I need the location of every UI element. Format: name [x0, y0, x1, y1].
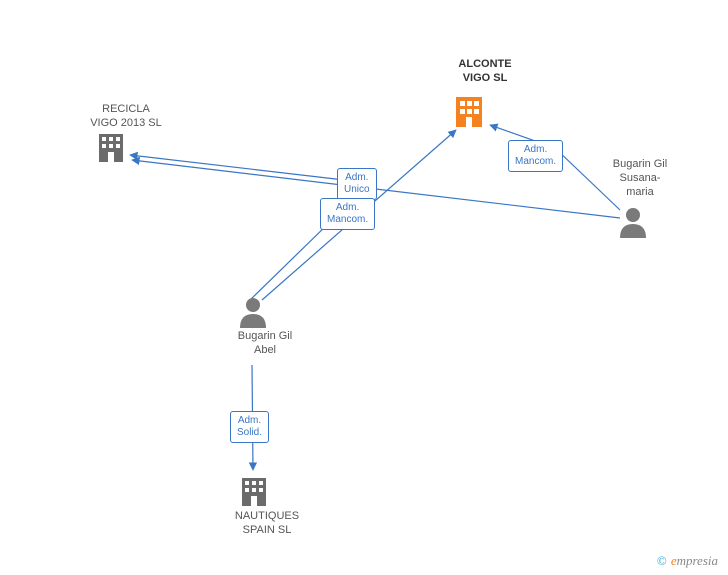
- watermark: ©empresia: [657, 553, 718, 569]
- watermark-rest: mpresia: [677, 553, 718, 568]
- label-abel: Bugarin Gil Abel: [220, 330, 310, 358]
- edge-label-adm-unico: Adm. Unico: [337, 168, 377, 200]
- person-icon-susana: [618, 206, 648, 243]
- company-icon-alconte: [454, 95, 484, 134]
- company-icon-nautiques: [240, 476, 268, 513]
- label-recicla: RECICLA VIGO 2013 SL: [76, 103, 176, 131]
- edge-label-adm-mancom-2: Adm. Mancom.: [508, 140, 563, 172]
- label-nautiques: NAUTIQUES SPAIN SL: [222, 510, 312, 538]
- watermark-copy: ©: [657, 553, 667, 568]
- edges-layer: [0, 0, 728, 575]
- person-icon-abel: [238, 296, 268, 333]
- label-alconte: ALCONTE VIGO SL: [445, 58, 525, 86]
- label-susana: Bugarin Gil Susana- maria: [595, 158, 685, 199]
- edge-label-adm-solid: Adm. Solid.: [230, 411, 269, 443]
- edge-label-adm-mancom-1: Adm. Mancom.: [320, 198, 375, 230]
- company-icon-recicla: [97, 132, 125, 169]
